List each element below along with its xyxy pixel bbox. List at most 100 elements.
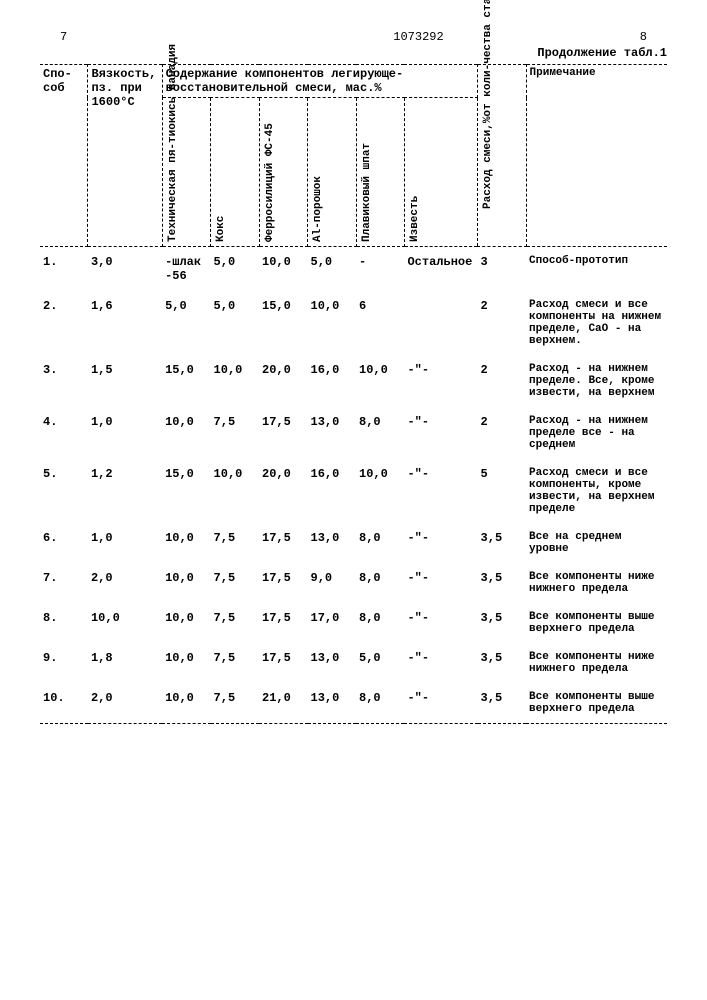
col-c3: Ферросилиций ФС-45 bbox=[263, 100, 277, 244]
cell-c2: 7,5 bbox=[211, 563, 259, 603]
cell-c3: 17,5 bbox=[259, 523, 307, 563]
cell-c2: 7,5 bbox=[211, 603, 259, 643]
cell-c2: 5,0 bbox=[211, 247, 259, 292]
cell-visc: 1,2 bbox=[88, 459, 162, 523]
cell-n: 3. bbox=[40, 355, 88, 407]
cell-c2: 7,5 bbox=[211, 407, 259, 459]
continuation-label: Продолжение табл.1 bbox=[40, 46, 667, 60]
cell-c1: -шлак -56 bbox=[162, 247, 210, 292]
cell-c6: -"- bbox=[404, 523, 477, 563]
cell-flow: 3,5 bbox=[478, 523, 526, 563]
cell-c5: 5,0 bbox=[356, 643, 404, 683]
cell-flow: 5 bbox=[478, 459, 526, 523]
cell-c6 bbox=[404, 291, 477, 355]
cell-c2: 7,5 bbox=[211, 523, 259, 563]
cell-c5: 10,0 bbox=[356, 355, 404, 407]
table-body: 1.3,0-шлак -565,010,05,0-Остальное3Спосо… bbox=[40, 247, 667, 724]
cell-c2: 5,0 bbox=[211, 291, 259, 355]
cell-visc: 1,0 bbox=[88, 523, 162, 563]
cell-flow: 3,5 bbox=[478, 603, 526, 643]
cell-visc: 2,0 bbox=[88, 683, 162, 724]
cell-c6: -"- bbox=[404, 407, 477, 459]
cell-c3: 17,5 bbox=[259, 407, 307, 459]
cell-c6: -"- bbox=[404, 459, 477, 523]
cell-c2: 10,0 bbox=[211, 459, 259, 523]
col-method: Спо-соб bbox=[40, 65, 88, 247]
cell-c4: 13,0 bbox=[308, 407, 356, 459]
cell-n: 6. bbox=[40, 523, 88, 563]
cell-c1: 10,0 bbox=[162, 683, 210, 724]
cell-n: 10. bbox=[40, 683, 88, 724]
col-c2: Кокс bbox=[214, 100, 228, 244]
cell-c3: 17,5 bbox=[259, 603, 307, 643]
cell-flow: 3,5 bbox=[478, 563, 526, 603]
col-c4: Al-порошок bbox=[311, 100, 325, 244]
cell-c6: -"- bbox=[404, 643, 477, 683]
cell-n: 7. bbox=[40, 563, 88, 603]
page-header: 7 1073292 8 bbox=[40, 30, 667, 44]
cell-c1: 10,0 bbox=[162, 563, 210, 603]
cell-c3: 17,5 bbox=[259, 563, 307, 603]
cell-visc: 10,0 bbox=[88, 603, 162, 643]
cell-c2: 10,0 bbox=[211, 355, 259, 407]
cell-c3: 17,5 bbox=[259, 643, 307, 683]
table-row: 10.2,010,07,521,013,08,0-"-3,5Все компон… bbox=[40, 683, 667, 724]
cell-note: Расход смеси и все компоненты на нижнем … bbox=[526, 291, 667, 355]
cell-c5: 10,0 bbox=[356, 459, 404, 523]
cell-note: Расход - на нижнем пределе. Все, кроме и… bbox=[526, 355, 667, 407]
cell-note: Все компоненты ниже нижнего предела bbox=[526, 563, 667, 603]
cell-c4: 17,0 bbox=[308, 603, 356, 643]
cell-c5: 6 bbox=[356, 291, 404, 355]
cell-c5: 8,0 bbox=[356, 683, 404, 724]
cell-c4: 10,0 bbox=[308, 291, 356, 355]
cell-c5: 8,0 bbox=[356, 407, 404, 459]
table-row: 5.1,215,010,020,016,010,0-"-5Расход смес… bbox=[40, 459, 667, 523]
cell-c3: 21,0 bbox=[259, 683, 307, 724]
cell-n: 4. bbox=[40, 407, 88, 459]
cell-c5: 8,0 bbox=[356, 523, 404, 563]
cell-note: Расход - на нижнем пределе все - на сред… bbox=[526, 407, 667, 459]
col-c5: Плавиковый шпат bbox=[360, 100, 374, 244]
cell-c1: 10,0 bbox=[162, 643, 210, 683]
cell-visc: 1,8 bbox=[88, 643, 162, 683]
page-left: 7 bbox=[60, 30, 67, 44]
cell-c5: 8,0 bbox=[356, 563, 404, 603]
cell-c1: 10,0 bbox=[162, 523, 210, 563]
cell-c4: 16,0 bbox=[308, 355, 356, 407]
col-flow: Расход смеси,%от коли-чества стали bbox=[481, 67, 495, 211]
cell-c3: 15,0 bbox=[259, 291, 307, 355]
cell-flow: 3,5 bbox=[478, 643, 526, 683]
table-row: 1.3,0-шлак -565,010,05,0-Остальное3Спосо… bbox=[40, 247, 667, 292]
cell-visc: 1,0 bbox=[88, 407, 162, 459]
table-row: 2.1,65,05,015,010,062Расход смеси и все … bbox=[40, 291, 667, 355]
cell-c6: -"- bbox=[404, 355, 477, 407]
cell-note: Расход смеси и все компоненты, кроме изв… bbox=[526, 459, 667, 523]
col-c6: Известь bbox=[408, 100, 422, 244]
cell-n: 1. bbox=[40, 247, 88, 292]
cell-c2: 7,5 bbox=[211, 643, 259, 683]
cell-c4: 5,0 bbox=[308, 247, 356, 292]
cell-c2: 7,5 bbox=[211, 683, 259, 724]
cell-c6: -"- bbox=[404, 563, 477, 603]
cell-visc: 1,5 bbox=[88, 355, 162, 407]
cell-flow: 3 bbox=[478, 247, 526, 292]
cell-note: Все компоненты ниже нижнего предела bbox=[526, 643, 667, 683]
cell-c6: -"- bbox=[404, 603, 477, 643]
cell-n: 8. bbox=[40, 603, 88, 643]
cell-flow: 2 bbox=[478, 291, 526, 355]
cell-c1: 10,0 bbox=[162, 603, 210, 643]
cell-c4: 9,0 bbox=[308, 563, 356, 603]
cell-c5: 8,0 bbox=[356, 603, 404, 643]
cell-c1: 15,0 bbox=[162, 459, 210, 523]
table-row: 4.1,010,07,517,513,08,0-"-2Расход - на н… bbox=[40, 407, 667, 459]
cell-c5: - bbox=[356, 247, 404, 292]
cell-flow: 3,5 bbox=[478, 683, 526, 724]
cell-c3: 10,0 bbox=[259, 247, 307, 292]
cell-c1: 15,0 bbox=[162, 355, 210, 407]
cell-visc: 2,0 bbox=[88, 563, 162, 603]
cell-n: 2. bbox=[40, 291, 88, 355]
table-row: 3.1,515,010,020,016,010,0-"-2Расход - на… bbox=[40, 355, 667, 407]
cell-n: 9. bbox=[40, 643, 88, 683]
cell-note: Все на среднем уровне bbox=[526, 523, 667, 563]
cell-c3: 20,0 bbox=[259, 459, 307, 523]
